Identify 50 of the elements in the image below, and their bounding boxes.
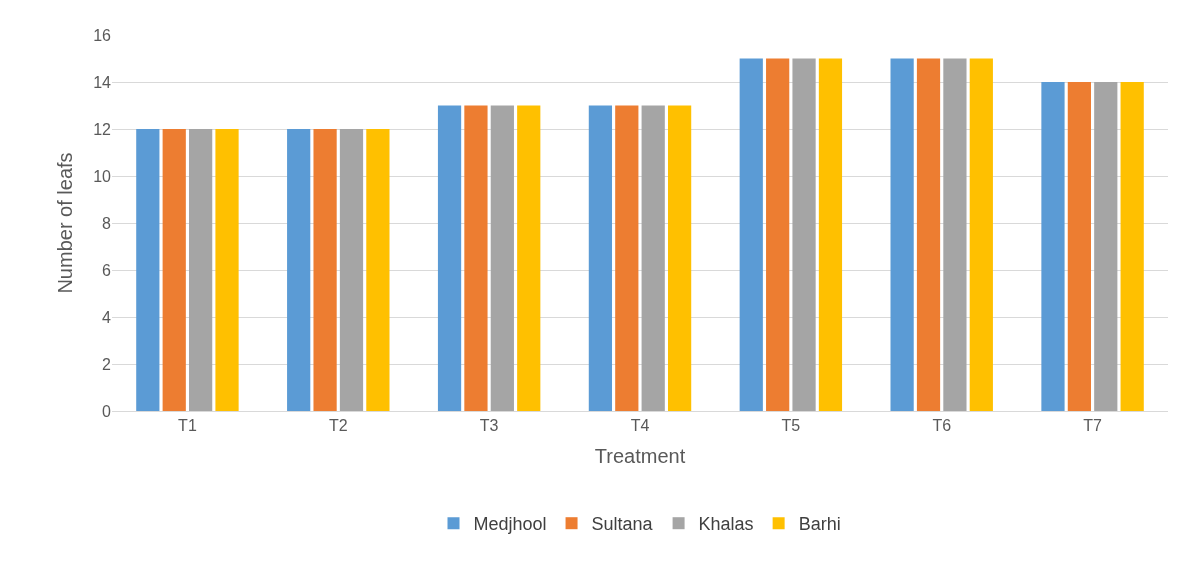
- legend-label: Khalas: [698, 514, 754, 535]
- bar: [766, 58, 790, 411]
- y-tick-label: 0: [102, 402, 112, 420]
- y-tick-label: 2: [102, 355, 112, 373]
- x-tick-label: T1: [178, 417, 197, 435]
- bar: [437, 105, 462, 411]
- bar: [287, 129, 311, 411]
- bar: [215, 129, 239, 411]
- legend-label: Medjhool: [473, 514, 547, 535]
- x-tick-label: T5: [781, 417, 801, 435]
- bar: [739, 58, 763, 411]
- y-tick-label: 10: [93, 167, 112, 185]
- bar: [162, 129, 186, 411]
- bar: [1094, 82, 1118, 411]
- bar: [792, 58, 816, 411]
- legend-label: Barhi: [798, 514, 841, 535]
- legend-label: Sultana: [591, 514, 654, 535]
- x-axis-title: Treatment: [594, 444, 686, 467]
- bar: [667, 105, 692, 411]
- y-tick-label: 4: [102, 308, 112, 326]
- bar: [490, 105, 514, 411]
- x-tick-label: T6: [932, 417, 952, 435]
- bar: [916, 58, 941, 411]
- x-tick-label: T3: [479, 417, 499, 435]
- x-tick-label: T2: [328, 417, 348, 435]
- bar: [313, 129, 337, 411]
- bar: [969, 58, 993, 411]
- y-tick-label: 12: [93, 120, 112, 138]
- bar: [366, 129, 390, 411]
- bar: [588, 105, 613, 411]
- bar: [1067, 82, 1091, 411]
- bar: [818, 58, 843, 411]
- y-tick-label: 16: [93, 26, 112, 44]
- bar: [1041, 82, 1065, 411]
- y-axis-title: Number of leafs: [53, 152, 76, 294]
- bar: [339, 129, 364, 411]
- bar: [615, 105, 639, 411]
- x-tick-label: T4: [630, 417, 650, 435]
- bar: [464, 105, 488, 411]
- bar: [517, 105, 541, 411]
- bar: [641, 105, 665, 411]
- y-tick-label: 8: [102, 214, 112, 232]
- y-tick-label: 6: [102, 261, 112, 279]
- bar: [890, 58, 914, 411]
- bar: [136, 129, 160, 411]
- bar: [1120, 82, 1144, 411]
- y-tick-label: 14: [93, 73, 112, 91]
- bar: [943, 58, 967, 411]
- x-tick-label: T7: [1083, 417, 1103, 435]
- bar: [189, 129, 213, 411]
